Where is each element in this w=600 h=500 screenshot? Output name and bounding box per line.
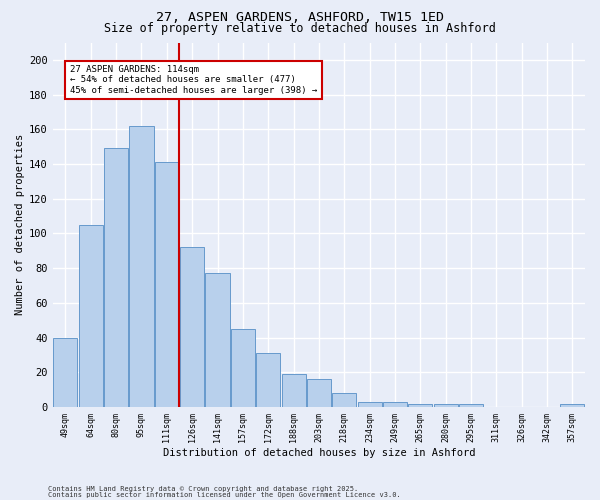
Bar bbox=[281, 374, 305, 407]
Bar bbox=[130, 126, 154, 407]
Bar bbox=[205, 274, 230, 407]
X-axis label: Distribution of detached houses by size in Ashford: Distribution of detached houses by size … bbox=[163, 448, 475, 458]
Text: Contains HM Land Registry data © Crown copyright and database right 2025.: Contains HM Land Registry data © Crown c… bbox=[48, 486, 358, 492]
Bar bbox=[155, 162, 179, 407]
Bar bbox=[104, 148, 128, 407]
Bar bbox=[307, 380, 331, 407]
Bar bbox=[560, 404, 584, 407]
Bar bbox=[231, 329, 255, 407]
Bar bbox=[434, 404, 458, 407]
Bar bbox=[459, 404, 483, 407]
Bar bbox=[408, 404, 433, 407]
Text: 27, ASPEN GARDENS, ASHFORD, TW15 1ED: 27, ASPEN GARDENS, ASHFORD, TW15 1ED bbox=[156, 11, 444, 24]
Bar bbox=[79, 225, 103, 407]
Bar bbox=[358, 402, 382, 407]
Bar bbox=[180, 248, 204, 407]
Text: 27 ASPEN GARDENS: 114sqm
← 54% of detached houses are smaller (477)
45% of semi-: 27 ASPEN GARDENS: 114sqm ← 54% of detach… bbox=[70, 65, 317, 95]
Bar bbox=[53, 338, 77, 407]
Y-axis label: Number of detached properties: Number of detached properties bbox=[15, 134, 25, 316]
Text: Contains public sector information licensed under the Open Government Licence v3: Contains public sector information licen… bbox=[48, 492, 401, 498]
Bar bbox=[256, 354, 280, 407]
Text: Size of property relative to detached houses in Ashford: Size of property relative to detached ho… bbox=[104, 22, 496, 35]
Bar bbox=[332, 393, 356, 407]
Bar bbox=[383, 402, 407, 407]
